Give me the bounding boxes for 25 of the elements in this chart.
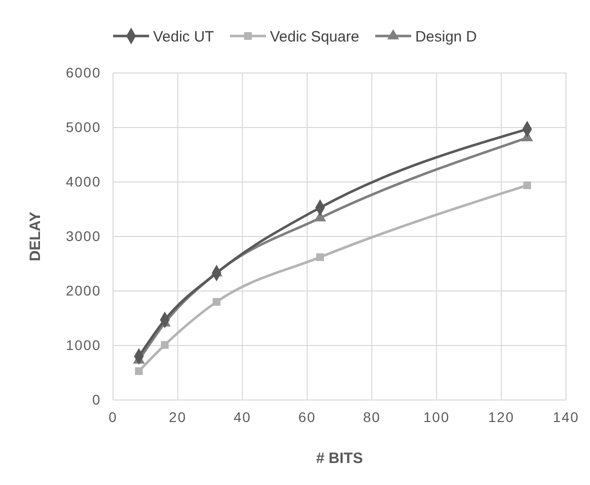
y-tick-label: 3000 — [66, 228, 101, 244]
y-tick-label: 0 — [92, 391, 101, 408]
y-axis-title: DELAY — [27, 212, 44, 262]
x-tick-label: 140 — [552, 408, 580, 425]
x-tick-label: 40 — [234, 408, 252, 425]
legend-label: Vedic UT — [153, 28, 214, 46]
x-tick-label: 100 — [423, 408, 450, 425]
legend-label: Design D — [415, 28, 478, 46]
y-tick-label: 4000 — [66, 173, 101, 190]
y-tick-label: 5000 — [66, 118, 101, 135]
point — [135, 367, 143, 375]
y-tick-label: 2000 — [66, 282, 101, 298]
y-tick-label: 1000 — [66, 336, 101, 353]
point — [316, 253, 324, 262]
x-tick-label: 60 — [298, 408, 316, 425]
x-tick-label: 0 — [108, 408, 118, 425]
point — [212, 298, 220, 306]
point — [523, 181, 532, 190]
y-tick-label: 6000 — [66, 64, 101, 80]
x-tick-label: 120 — [488, 408, 514, 425]
x-axis-title: # BITS — [316, 450, 363, 467]
x-tick-label: 20 — [168, 408, 187, 425]
legend-label: Vedic Square — [270, 28, 360, 46]
x-tick-label: 80 — [363, 408, 381, 425]
point — [160, 341, 169, 349]
